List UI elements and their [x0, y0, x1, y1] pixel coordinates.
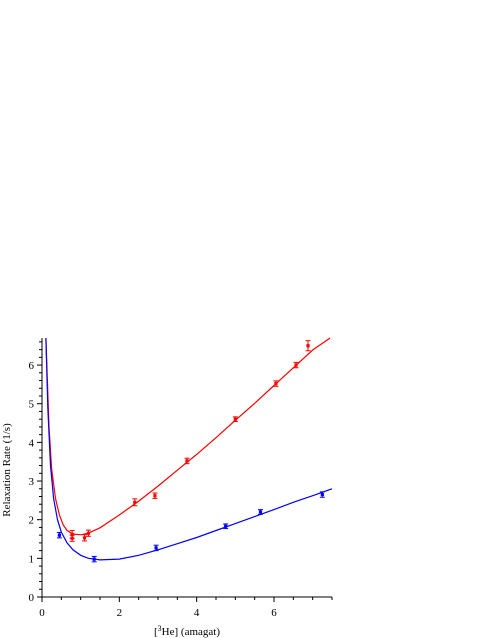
point-marker: [154, 546, 158, 550]
ticks: 0 2 4 6 0 1 2 3 4 5 6: [29, 341, 333, 619]
point-marker: [185, 459, 189, 463]
data-point: [319, 491, 325, 498]
point-marker: [133, 500, 137, 504]
data-point: [305, 340, 311, 352]
data-point: [56, 531, 62, 539]
data-point: [257, 509, 263, 515]
x-tick-label: 4: [194, 607, 200, 619]
point-marker: [153, 494, 157, 498]
data-point: [273, 380, 279, 387]
y-tick-label: 1: [29, 553, 35, 565]
point-marker: [233, 417, 237, 421]
data-point: [223, 523, 229, 530]
point-marker: [57, 533, 61, 537]
point-marker: [320, 492, 324, 497]
data-points: [56, 340, 325, 563]
point-marker: [92, 557, 96, 561]
x-tick-label: 2: [117, 607, 123, 619]
point-marker: [70, 536, 74, 540]
data-point: [152, 492, 158, 499]
y-tick-label: 0: [29, 592, 35, 604]
data-point: [232, 416, 238, 422]
data-point: [69, 534, 75, 542]
data-point: [184, 457, 190, 465]
x-axis-label: [3He] (amagat): [154, 624, 220, 638]
data-point: [82, 534, 88, 542]
point-marker: [86, 531, 90, 535]
data-point: [132, 498, 138, 507]
y-tick-label: 3: [29, 476, 35, 488]
data-point: [293, 361, 299, 369]
y-axis-label: Relaxation Rate (1/s): [1, 423, 13, 517]
point-marker: [274, 382, 278, 386]
point-marker: [294, 363, 298, 367]
y-tick-label: 4: [29, 437, 35, 449]
y-tick-label: 2: [29, 515, 35, 527]
y-tick-label: 5: [29, 399, 35, 411]
point-marker: [224, 524, 228, 528]
data-point: [85, 529, 91, 537]
data-point: [153, 544, 159, 552]
data-point: [91, 555, 97, 563]
point-marker: [70, 532, 74, 536]
point-marker: [258, 510, 263, 514]
x-tick-label: 6: [271, 607, 277, 619]
point-marker: [306, 344, 310, 348]
axes: [41, 338, 332, 598]
y-tick-label: 6: [29, 360, 35, 372]
x-tick-label: 0: [39, 607, 45, 619]
fit-curve-0: [45, 337, 331, 536]
point-marker: [82, 536, 87, 540]
